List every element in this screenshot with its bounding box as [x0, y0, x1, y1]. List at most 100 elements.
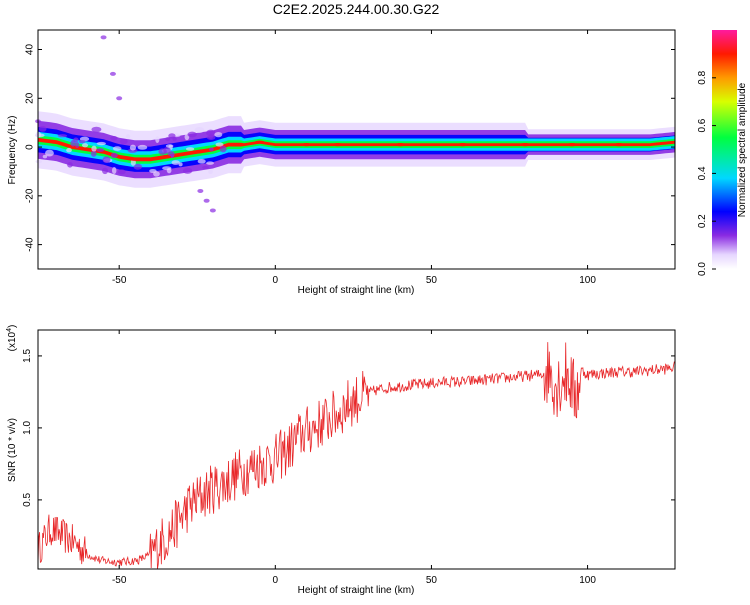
snr-x-label: Height of straight line (km)	[298, 585, 415, 596]
spectrogram-blob	[96, 148, 105, 153]
spectrogram-blob	[187, 131, 197, 138]
spectrogram-blob	[78, 139, 86, 144]
spectrogram-blob	[171, 160, 180, 165]
spectrogram-blob	[137, 144, 148, 150]
spectrogram-blob	[112, 146, 122, 151]
spectrogram-peak	[161, 155, 172, 159]
spectrogram-blob	[197, 188, 204, 193]
spectrogram-blob	[81, 143, 89, 148]
spectrogram-peak	[192, 150, 203, 154]
spectrogram-y-tick-label: 40	[25, 44, 36, 56]
snr-frame	[37, 329, 676, 570]
spectrogram-blob	[119, 138, 128, 145]
spectrogram-frame	[37, 29, 676, 270]
spectrogram-blob	[219, 145, 227, 153]
spectrogram-x-tick-label: -50	[112, 275, 127, 286]
colorbar-tick-label: 0.4	[697, 166, 708, 180]
spectrogram-blob	[111, 166, 117, 174]
snr-x-tick-label: -50	[112, 575, 127, 586]
spectrogram-blob	[110, 152, 118, 159]
spectrogram-blob	[194, 126, 205, 134]
snr-y-multiplier: (x104)	[6, 325, 18, 352]
spectrogram-blob	[165, 137, 171, 141]
figure-title: C2E2.2025.244.00.30.G22	[273, 1, 440, 17]
spectrogram-blob	[168, 133, 176, 139]
spectrogram-blob	[206, 161, 214, 165]
spectrogram-blob	[202, 165, 210, 169]
spectrogram-blob	[34, 133, 45, 138]
spectrogram-blob	[133, 163, 143, 170]
spectrogram-blob	[155, 136, 160, 143]
spectrogram-peak	[520, 143, 531, 147]
spectrogram-blob	[96, 141, 106, 146]
spectrogram-x-tick-label: 0	[273, 275, 279, 286]
spectrogram-blob	[91, 126, 102, 133]
spectrogram-blob	[100, 35, 107, 40]
spectrogram-y-tick-label: 0	[25, 144, 36, 150]
spectrogram-y-label: Frequency (Hz)	[7, 116, 18, 185]
spectrogram-blob	[35, 159, 43, 164]
spectrogram-blob	[70, 139, 76, 147]
spectrogram-blob	[102, 167, 109, 175]
snr-x-ticks: -50 0 50 100	[112, 330, 596, 586]
spectrogram-blob	[165, 144, 174, 148]
colorbar-tick-label: 0.0	[697, 262, 708, 276]
spectrogram-blob	[102, 156, 111, 164]
spectrogram-peak	[332, 143, 343, 147]
spectrogram-band	[38, 137, 675, 162]
snr-x-tick-label: 50	[426, 575, 438, 586]
spectrogram-peak	[395, 143, 406, 147]
spectrogram-band	[38, 135, 675, 164]
spectrogram-peak	[566, 143, 577, 147]
spectrogram-blob	[209, 147, 214, 152]
snr-y-tick-label: 1.5	[22, 349, 33, 363]
spectrogram-blob	[110, 135, 118, 141]
spectrogram-blob	[185, 147, 195, 151]
spectrogram-peak	[129, 157, 140, 161]
spectrogram-blob	[74, 141, 80, 149]
snr-marks	[37, 342, 676, 570]
snr-y-tick-label: 0.5	[22, 493, 33, 507]
snr-y-tick-label: 1.0	[22, 421, 33, 435]
spectrogram-peak	[613, 143, 624, 147]
spectrogram-blob	[90, 150, 97, 157]
spectrogram-band	[38, 131, 675, 168]
spectrogram-peak	[457, 143, 468, 147]
spectrogram-peak	[301, 143, 312, 147]
colorbar-ticks: 0.0 0.2 0.4 0.6 0.8	[697, 70, 716, 276]
spectrogram-blob	[67, 162, 73, 168]
colorbar-label: Normalized spectral amplitude	[737, 82, 748, 217]
colorbar-tick-label: 0.6	[697, 118, 708, 132]
spectrogram-blob	[182, 167, 193, 174]
snr-y-label: SNR (10 * v/v)	[7, 418, 18, 482]
spectrogram-blob	[178, 162, 183, 167]
snr-x-tick-label: 100	[579, 575, 596, 586]
snr-panel: -50 0 50 100 0.5 1.0 1.5 Height of straight l…	[6, 325, 676, 596]
spectrogram-blob	[206, 135, 216, 140]
spectrogram-blob	[149, 168, 157, 173]
spectrogram-y-tick-label: -40	[25, 237, 36, 252]
spectrogram-blob	[215, 142, 224, 147]
spectrogram-y-ticks: -40 -20 0 20 40	[25, 44, 675, 252]
spectrogram-blob	[66, 147, 72, 153]
snr-y-ticks: 0.5 1.0 1.5	[22, 349, 675, 507]
spectrogram-blob	[129, 144, 137, 151]
spectrogram-blob	[109, 71, 116, 76]
spectrogram-x-ticks: -50 0 50 100	[112, 30, 596, 286]
spectrogram-blob	[38, 125, 47, 132]
spectrogram-y-tick-label: -20	[25, 188, 36, 203]
spectrogram-blob	[57, 134, 68, 138]
spectrogram-blob	[116, 96, 123, 101]
spectrogram-y-tick-label: 20	[25, 92, 36, 104]
spectrogram-blob	[45, 149, 54, 157]
snr-plot-area	[38, 330, 675, 569]
colorbar-tick-label: 0.2	[697, 214, 708, 228]
spectrogram-blob	[208, 169, 213, 175]
spectrogram-blob	[203, 198, 210, 203]
snr-series-line	[37, 342, 676, 570]
spectrogram-blob	[158, 148, 167, 155]
spectrogram-peak	[254, 140, 265, 144]
spectrogram-blob	[42, 154, 48, 159]
